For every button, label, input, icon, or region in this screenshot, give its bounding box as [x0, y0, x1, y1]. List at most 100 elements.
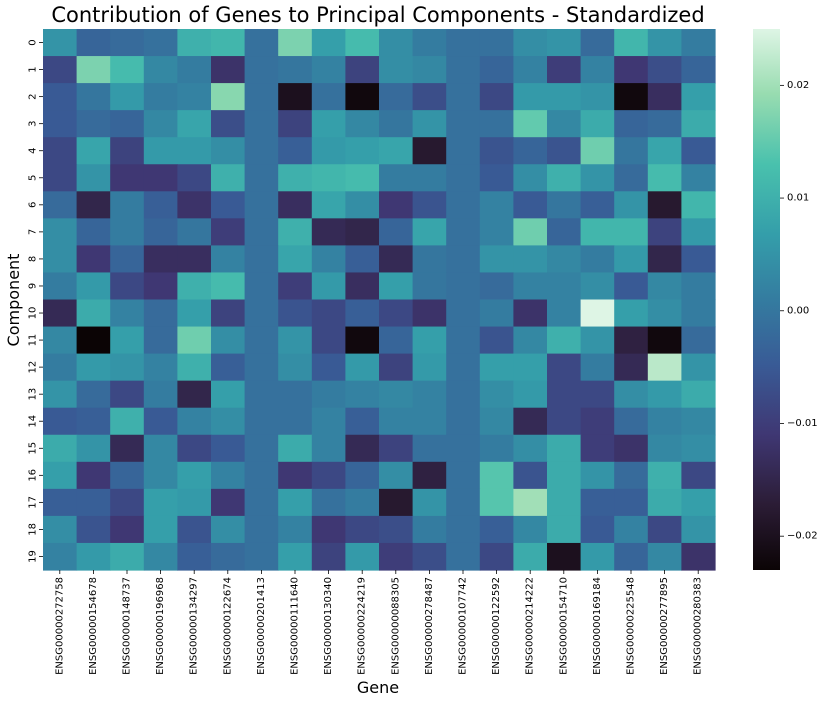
- y-tick-label: 0: [28, 39, 39, 45]
- heatmap-cell-14-11: [412, 407, 447, 436]
- heatmap-cell-1-1: [76, 56, 111, 84]
- heatmap-cell-5-19: [681, 164, 716, 192]
- heatmap-cell-12-3: [143, 353, 178, 382]
- heatmap-cell-2-4: [177, 83, 212, 111]
- heatmap-cell-2-3: [143, 83, 178, 111]
- heatmap-cell-3-1: [76, 110, 111, 138]
- heatmap-cell-3-4: [177, 110, 212, 138]
- y-tick-label: 19: [28, 550, 39, 563]
- heatmap-cell-12-13: [479, 353, 514, 382]
- heatmap-cell-7-19: [681, 218, 716, 246]
- heatmap-cell-18-3: [143, 515, 178, 544]
- heatmap-cell-8-4: [177, 245, 212, 274]
- heatmap-cell-16-15: [547, 461, 582, 490]
- x-tick-label: ENSG00000272758: [54, 577, 65, 675]
- heatmap-cell-14-2: [110, 407, 145, 436]
- heatmap-cell-0-14: [513, 29, 548, 57]
- heatmap-cell-5-13: [479, 164, 514, 192]
- heatmap-cell-13-19: [681, 380, 716, 409]
- y-tick-label: 1: [28, 66, 39, 72]
- heatmap-cell-5-7: [278, 164, 313, 192]
- heatmap-cell-1-8: [311, 56, 346, 84]
- heatmap-cell-5-18: [647, 164, 682, 192]
- heatmap-cell-8-1: [76, 245, 111, 274]
- heatmap-cell-7-14: [513, 218, 548, 246]
- heatmap-cell-3-6: [244, 110, 279, 138]
- heatmap-cell-14-5: [211, 407, 246, 436]
- heatmap-cell-9-7: [278, 272, 313, 301]
- heatmap-cell-19-17: [614, 542, 649, 571]
- heatmap-cell-5-16: [580, 164, 615, 192]
- heatmap-cell-11-13: [479, 326, 514, 355]
- heatmap-cell-2-9: [345, 83, 380, 111]
- heatmap-cell-4-19: [681, 137, 716, 165]
- heatmap-cell-11-2: [110, 326, 145, 355]
- heatmap-cell-0-0: [43, 29, 78, 57]
- heatmap-cell-12-11: [412, 353, 447, 382]
- heatmap-cell-11-16: [580, 326, 615, 355]
- heatmap-cell-7-6: [244, 218, 279, 246]
- heatmap-cell-9-4: [177, 272, 212, 301]
- heatmap-cell-18-17: [614, 515, 649, 544]
- heatmap-cell-8-6: [244, 245, 279, 274]
- heatmap-cell-1-9: [345, 56, 380, 84]
- heatmap-cell-12-16: [580, 353, 615, 382]
- heatmap-cell-1-7: [278, 56, 313, 84]
- heatmap-cell-16-19: [681, 461, 716, 490]
- heatmap-cell-12-4: [177, 353, 212, 382]
- heatmap-cell-0-18: [647, 29, 682, 57]
- heatmap-cell-1-4: [177, 56, 212, 84]
- heatmap-cell-13-15: [547, 380, 582, 409]
- heatmap-cell-10-8: [311, 299, 346, 328]
- heatmap-cell-4-11: [412, 137, 447, 165]
- heatmap-cell-11-10: [379, 326, 414, 355]
- heatmap-cell-9-19: [681, 272, 716, 301]
- heatmap-cell-7-4: [177, 218, 212, 246]
- heatmap-cell-10-18: [647, 299, 682, 328]
- heatmap-cell-18-2: [110, 515, 145, 544]
- colorbar: −0.02 −0.01 0.00 0.01 0.02: [753, 29, 818, 570]
- heatmap-cell-2-16: [580, 83, 615, 111]
- heatmap-cell-13-3: [143, 380, 178, 409]
- heatmap-cell-16-10: [379, 461, 414, 490]
- x-tick-label: ENSG00000111640: [290, 577, 301, 675]
- heatmap-cell-10-14: [513, 299, 548, 328]
- heatmap-cell-1-6: [244, 56, 279, 84]
- heatmap-cell-9-0: [43, 272, 78, 301]
- y-tick-label: 6: [28, 202, 39, 208]
- heatmap-cell-17-17: [614, 488, 649, 517]
- heatmap-cell-1-2: [110, 56, 145, 84]
- heatmap-cell-14-1: [76, 407, 111, 436]
- heatmap-cell-7-10: [379, 218, 414, 246]
- heatmap-cell-12-1: [76, 353, 111, 382]
- heatmap-cell-7-0: [43, 218, 78, 246]
- heatmap-cell-10-4: [177, 299, 212, 328]
- heatmap-cell-14-0: [43, 407, 78, 436]
- heatmap-cell-4-16: [580, 137, 615, 165]
- heatmap-cell-12-5: [211, 353, 246, 382]
- heatmap-cell-17-14: [513, 488, 548, 517]
- heatmap-cell-5-0: [43, 164, 78, 192]
- heatmap-cell-17-3: [143, 488, 178, 517]
- heatmap-cell-16-7: [278, 461, 313, 490]
- heatmap-cell-2-18: [647, 83, 682, 111]
- heatmap-cell-15-16: [580, 434, 615, 463]
- heatmap-cell-14-8: [311, 407, 346, 436]
- heatmap-cell-6-6: [244, 191, 279, 219]
- heatmap-cell-0-5: [211, 29, 246, 57]
- heatmap-cell-10-2: [110, 299, 145, 328]
- heatmap-cell-10-17: [614, 299, 649, 328]
- heatmap-cell-3-14: [513, 110, 548, 138]
- heatmap-cell-1-10: [379, 56, 414, 84]
- heatmap-cell-8-11: [412, 245, 447, 274]
- heatmap-cell-9-14: [513, 272, 548, 301]
- heatmap-cell-10-12: [446, 299, 481, 328]
- heatmap-cell-0-11: [412, 29, 447, 57]
- heatmap-cell-4-4: [177, 137, 212, 165]
- heatmap-cell-11-19: [681, 326, 716, 355]
- heatmap-cell-12-19: [681, 353, 716, 382]
- heatmap-cell-2-12: [446, 83, 481, 111]
- heatmap-cell-13-4: [177, 380, 212, 409]
- heatmap-cell-8-8: [311, 245, 346, 274]
